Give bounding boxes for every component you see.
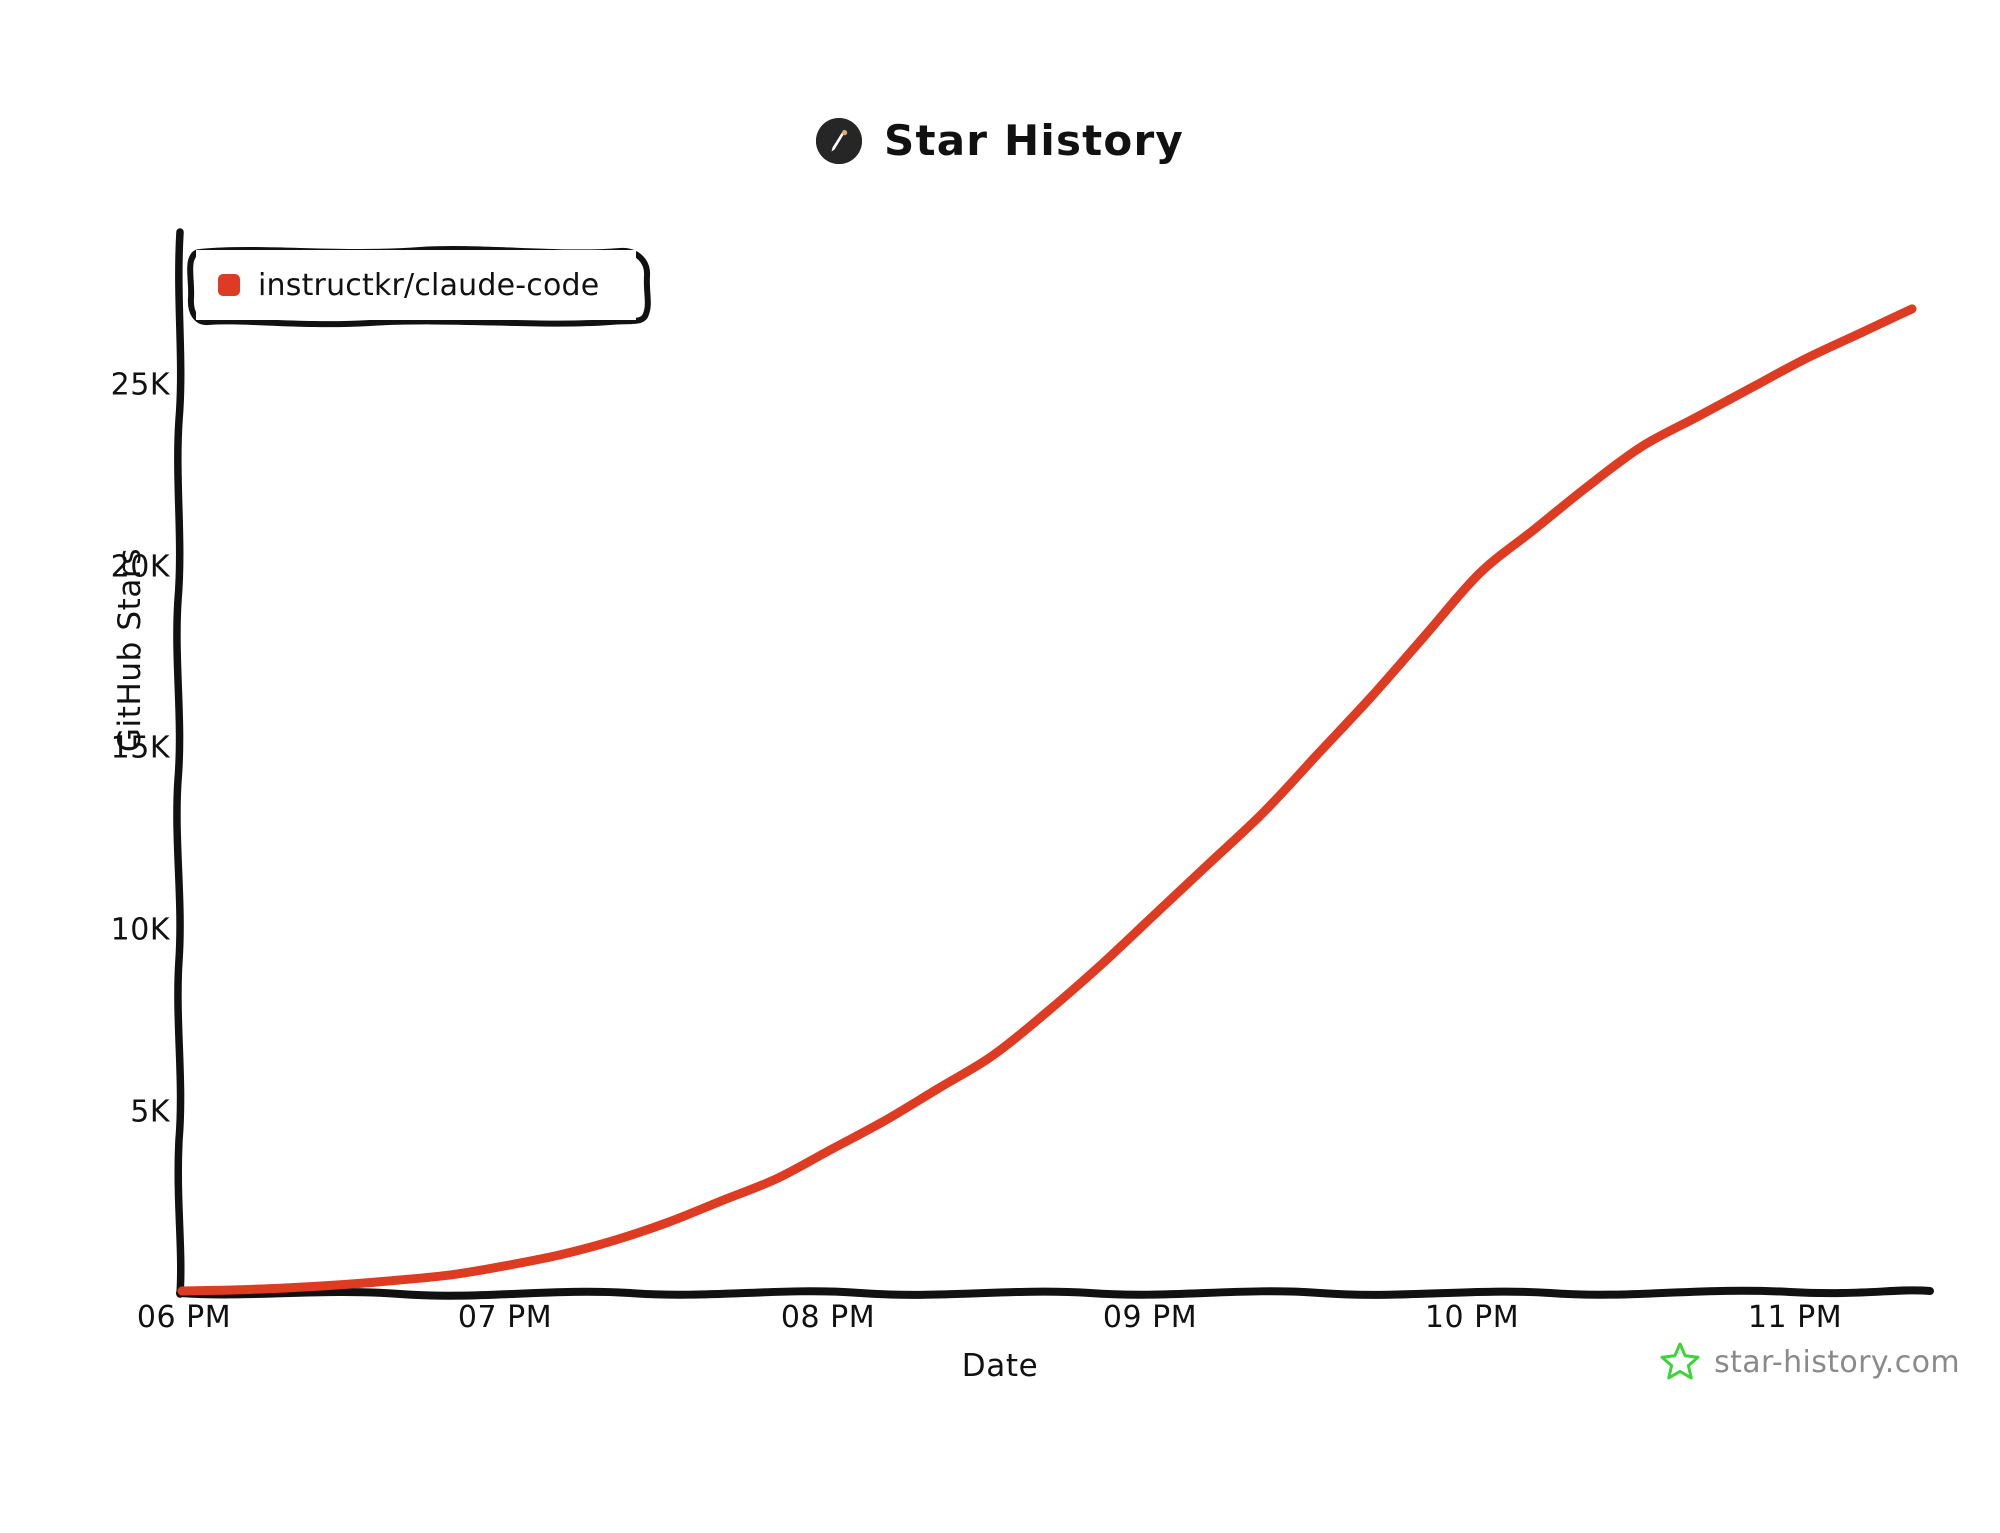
x-tick-label: 11 PM bbox=[1747, 1300, 1843, 1335]
y-axis-title-holder: GitHub Stars bbox=[18, 500, 148, 800]
legend-swatch-icon bbox=[218, 274, 240, 296]
star-history-pen-logo-icon bbox=[816, 118, 862, 164]
y-tick-label: 25K bbox=[110, 367, 170, 403]
page-title: Star History bbox=[884, 116, 1184, 165]
series-path-rendered bbox=[177, 304, 1917, 1296]
x-tick-label: 10 PM bbox=[1424, 1300, 1520, 1335]
watermark-label: star-history.com bbox=[1714, 1344, 1960, 1380]
y-tick-label: 15K bbox=[110, 730, 170, 766]
series-line-instructkr-claude-code bbox=[182, 193, 1472, 1292]
y-axis-ticks: 5K 10K 15K 20K 25K bbox=[40, 0, 170, 1533]
legend-item-label: instructkr/claude-code bbox=[258, 267, 600, 303]
y-axis-title: GitHub Stars bbox=[112, 547, 149, 753]
chart-legend[interactable]: instructkr/claude-code bbox=[196, 250, 636, 320]
x-tick-label: 08 PM bbox=[780, 1300, 876, 1335]
watermark[interactable]: star-history.com bbox=[1660, 1340, 1960, 1384]
y-tick-label: 5K bbox=[130, 1094, 170, 1130]
x-tick-label: 07 PM bbox=[457, 1300, 553, 1335]
x-tick-label: 09 PM bbox=[1102, 1300, 1198, 1335]
chart-header: Star History bbox=[0, 118, 2000, 164]
y-tick-label: 20K bbox=[110, 549, 170, 585]
x-axis-line bbox=[176, 1286, 1934, 1300]
green-star-icon bbox=[1660, 1340, 1700, 1384]
x-tick-label: 06 PM bbox=[136, 1300, 232, 1335]
y-tick-label: 10K bbox=[110, 912, 170, 948]
y-axis-line bbox=[173, 228, 185, 1298]
x-axis-title: Date bbox=[961, 1348, 1039, 1384]
